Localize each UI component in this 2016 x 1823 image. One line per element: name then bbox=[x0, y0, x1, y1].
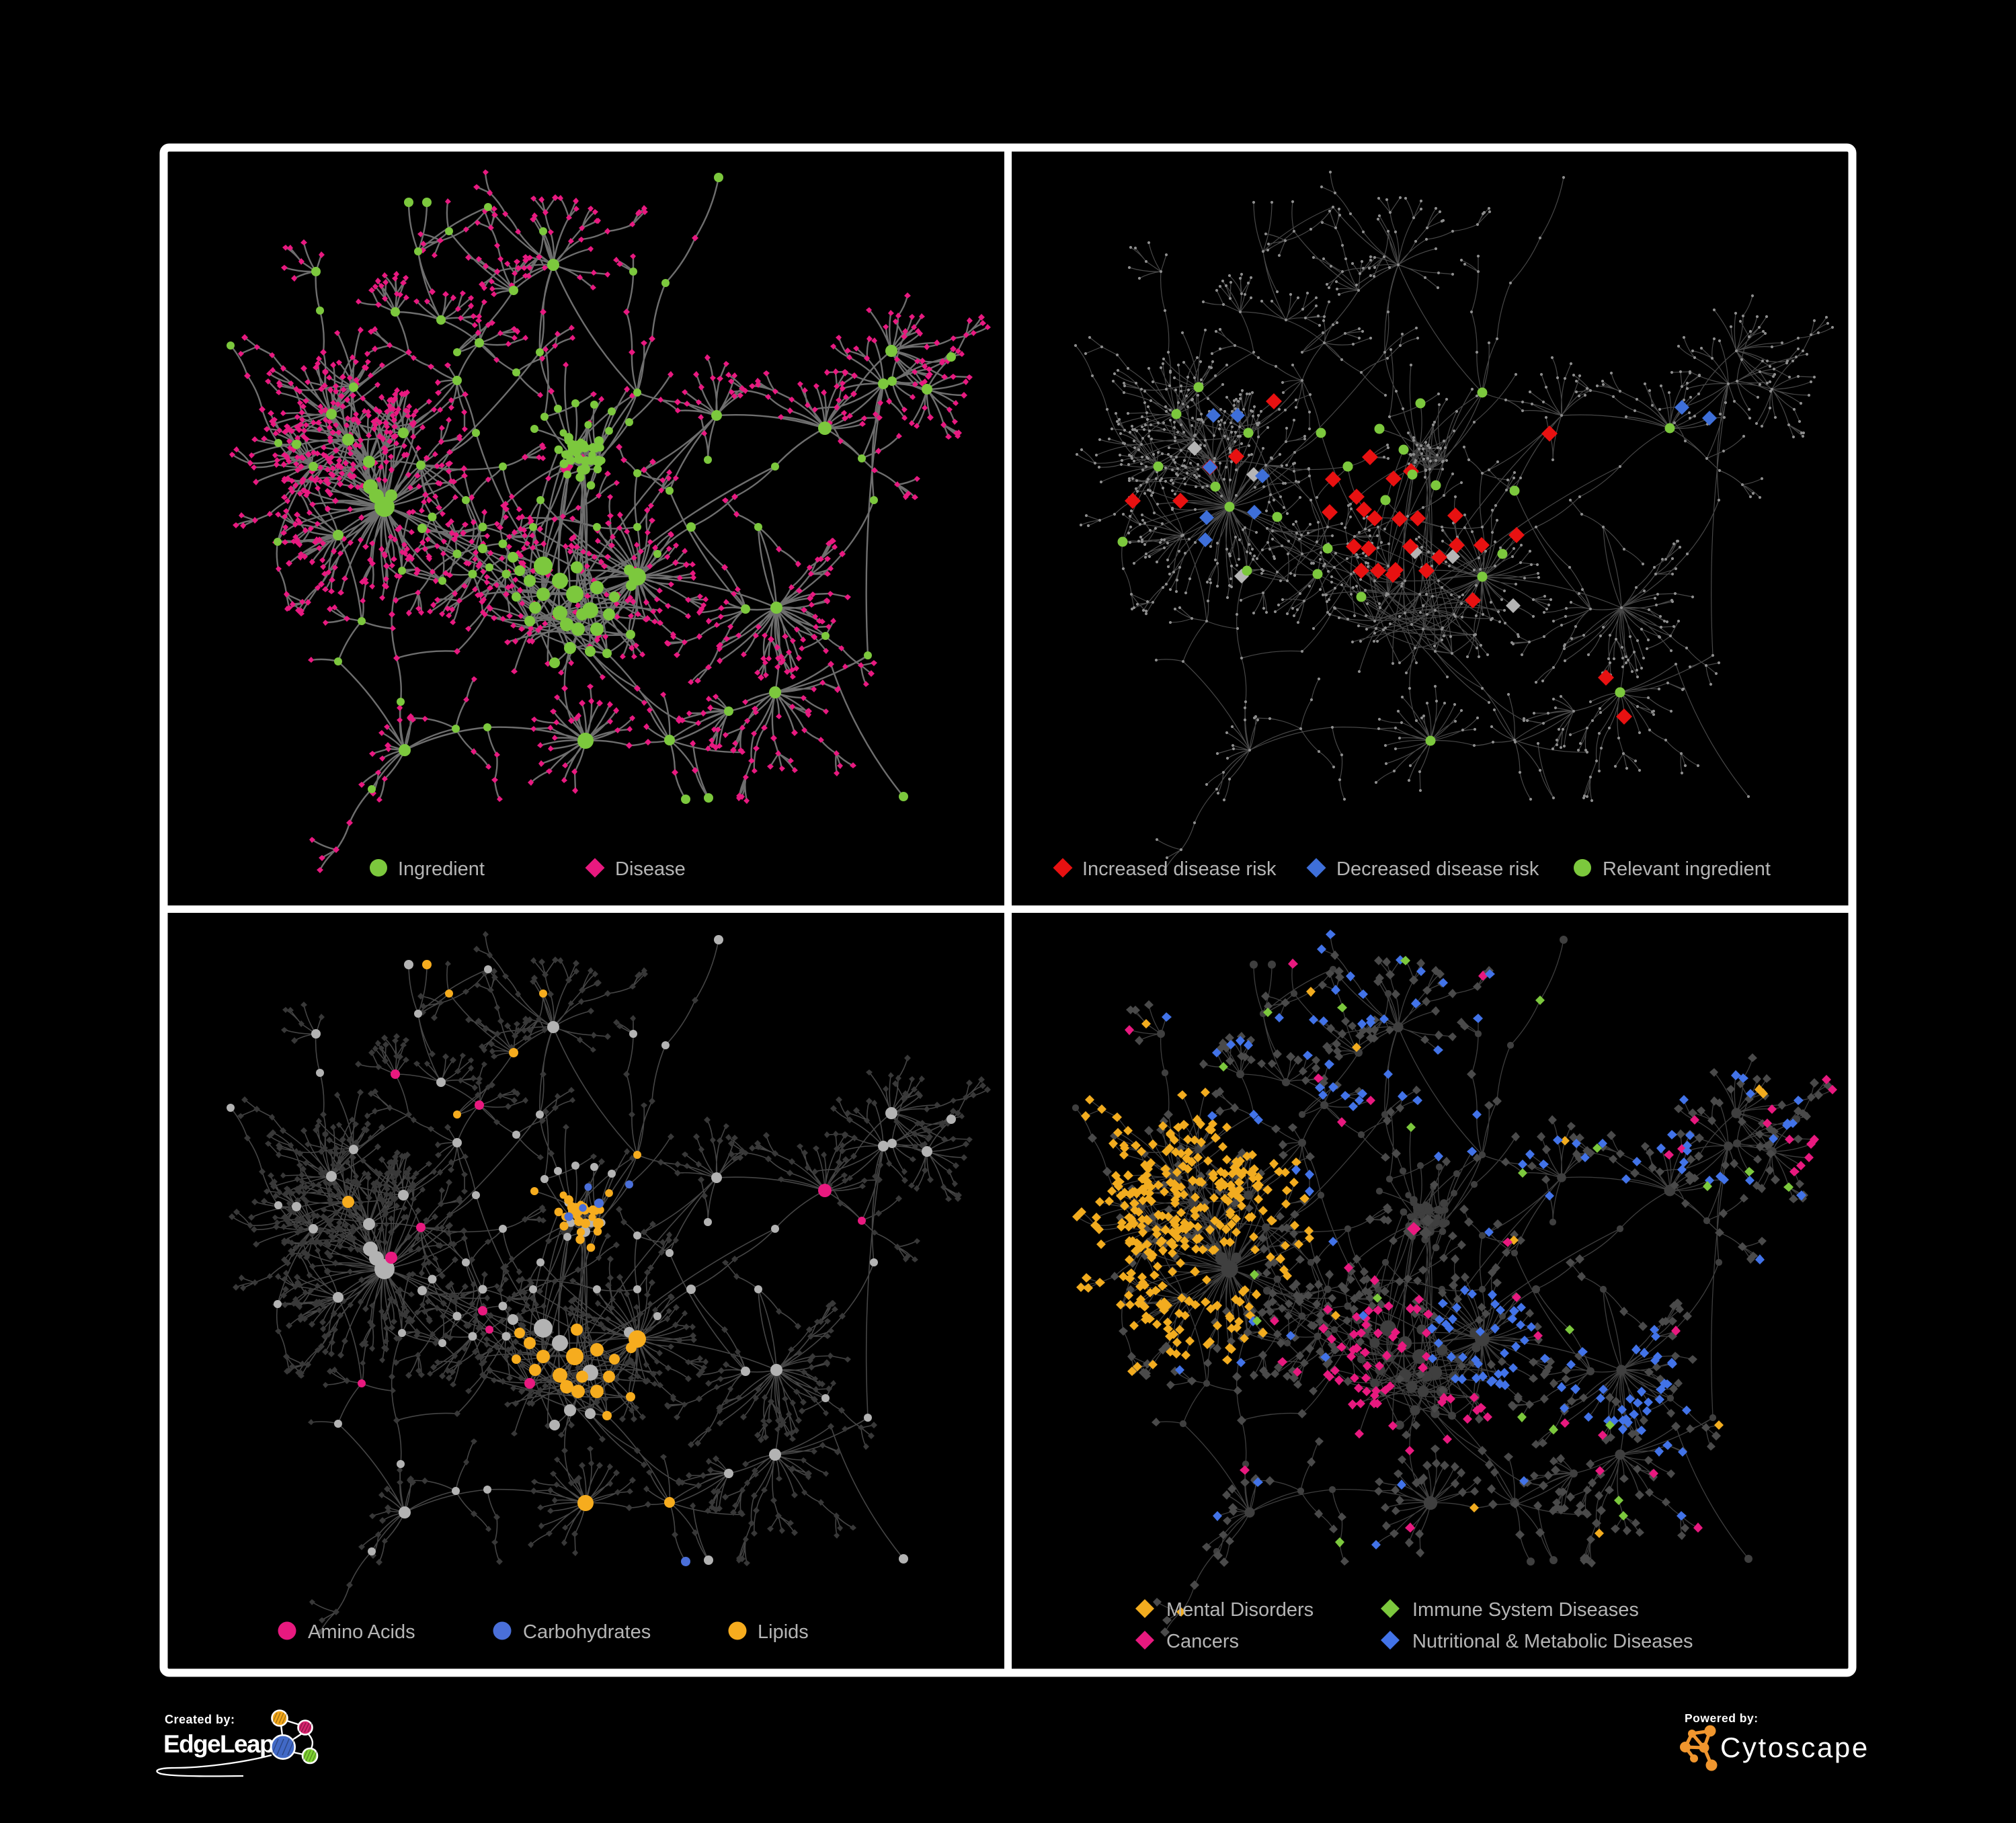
svg-text:Amino Acids: Amino Acids bbox=[308, 1621, 415, 1643]
svg-text:Immune System Diseases: Immune System Diseases bbox=[1412, 1599, 1639, 1621]
svg-text:Powered by:: Powered by: bbox=[1685, 1711, 1759, 1725]
svg-text:Decreased disease risk: Decreased disease risk bbox=[1336, 858, 1539, 880]
svg-text:Relevant ingredient: Relevant ingredient bbox=[1603, 858, 1771, 880]
svg-text:Mental Disorders: Mental Disorders bbox=[1166, 1599, 1314, 1621]
svg-text:Created by:: Created by: bbox=[165, 1713, 235, 1726]
svg-text:Cytoscape: Cytoscape bbox=[1720, 1732, 1869, 1763]
svg-text:EdgeLeap: EdgeLeap bbox=[163, 1730, 274, 1758]
svg-text:Disease: Disease bbox=[615, 858, 686, 880]
svg-text:Carbohydrates: Carbohydrates bbox=[523, 1621, 651, 1643]
svg-text:Cancers: Cancers bbox=[1166, 1631, 1239, 1652]
svg-text:Increased disease risk: Increased disease risk bbox=[1082, 858, 1277, 880]
svg-text:Lipids: Lipids bbox=[758, 1621, 809, 1643]
svg-text:Ingredient: Ingredient bbox=[398, 858, 485, 880]
svg-text:Nutritional & Metabolic Diseas: Nutritional & Metabolic Diseases bbox=[1412, 1631, 1693, 1652]
